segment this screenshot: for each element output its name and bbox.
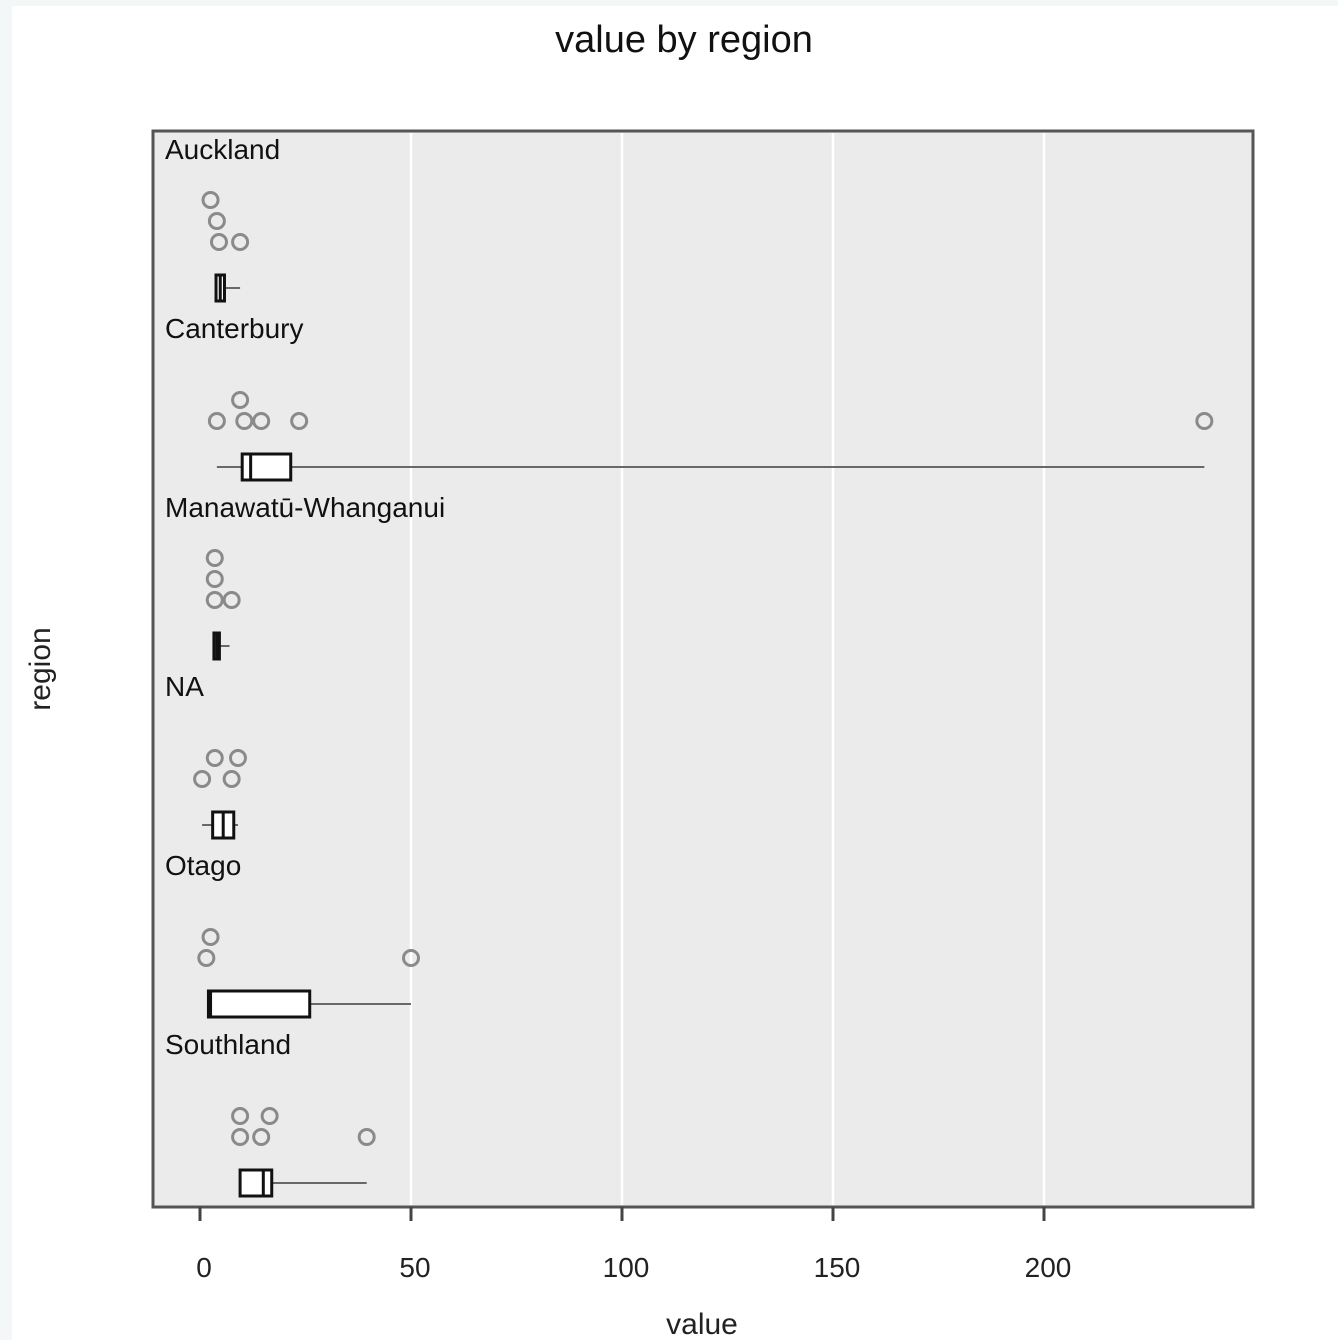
group-label: Otago [165,850,241,881]
outlier-point [197,949,216,967]
outlier-point [205,591,224,609]
outlier-point [205,749,224,767]
outlier-point [1195,412,1214,430]
chart-title: value by region [555,19,813,61]
box-group: Auckland [165,134,280,303]
group-label: Auckland [165,134,280,165]
box-group: Canterbury [165,313,1214,482]
outlier-point [222,591,241,609]
outlier-point [201,191,220,209]
box-group: Otago [165,850,420,1019]
gridlines [409,133,1046,1205]
group-label: Manawatū-Whanganui [165,492,445,523]
x-tick-label: 100 [603,1252,650,1283]
outlier-point [252,412,271,430]
x-tick-label: 200 [1025,1252,1072,1283]
outlier-point [357,1128,376,1146]
outlier-point [252,1128,271,1146]
outlier-point [222,770,241,788]
x-tick-label: 150 [814,1252,861,1283]
outlier-point [235,412,254,430]
chart-canvas: value by region 0 50 100 150 200 Auckland Can… [12,6,1338,1340]
outlier-point [290,412,309,430]
x-tick-label: 0 [196,1252,212,1283]
outlier-point [205,570,224,588]
box-group: Southland [165,1029,376,1198]
outlier-point [231,233,250,251]
outlier-point [228,749,247,767]
x-tick-label: 50 [399,1252,430,1283]
outlier-point [402,949,420,967]
group-label: NA [165,671,204,702]
box-groups: Auckland Canterbury Manawatū-Whanganui NA Ot… [165,134,1214,1198]
x-axis-label: value [666,1308,738,1340]
outlier-point [231,1128,250,1146]
outlier-point [231,391,250,409]
outlier-point [260,1107,279,1125]
outlier-point [207,412,226,430]
x-axis: 0 50 100 150 200 [196,1207,1071,1283]
y-axis-label: region [24,627,57,710]
group-label: Southland [165,1029,291,1060]
outlier-point [209,233,228,251]
box [206,989,312,1019]
box-plot-chart: value by region 0 50 100 150 200 Auckland Can… [24,19,1255,1340]
box-group: NA [165,671,247,840]
outlier-point [207,212,226,230]
plot-panel [151,129,1255,1209]
box [238,1168,274,1198]
box-group: Manawatū-Whanganui [165,492,445,661]
group-label: Canterbury [165,313,304,344]
outlier-point [231,1107,250,1125]
outlier-point [193,770,212,788]
outlier-point [201,928,220,946]
outlier-point [205,549,224,567]
